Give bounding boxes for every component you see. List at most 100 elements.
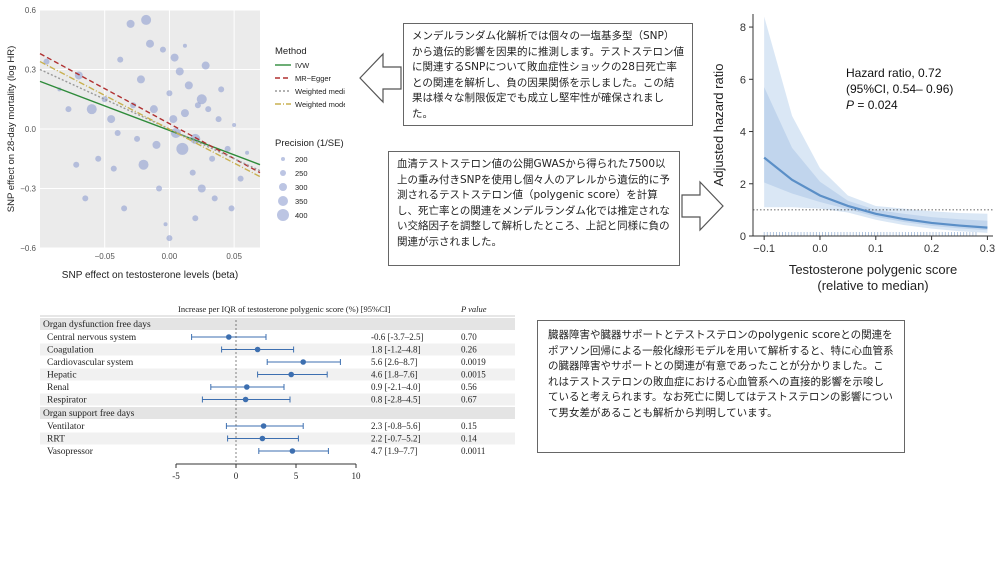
forest-point: [226, 334, 232, 340]
legend-key-circle: [281, 157, 285, 161]
x-tick-label: 0.05: [226, 252, 242, 261]
snp-point: [245, 150, 250, 155]
legend-precision-label: 300: [295, 183, 308, 192]
callout-organ-explanation: 臓器障害や臓器サポートとテストステロンのpolygenic scoreとの関連を…: [537, 320, 905, 453]
snp-point: [43, 58, 50, 65]
forest-row-label: Renal: [47, 383, 70, 393]
forest-x-tick-label: -5: [172, 471, 180, 481]
snp-point: [209, 155, 216, 162]
forest-point: [289, 448, 296, 454]
x-axis-label-line1: Testosterone polygenic score: [789, 262, 957, 277]
snp-point: [166, 235, 173, 242]
snp-point: [218, 86, 225, 93]
snp-point: [65, 106, 72, 113]
snp-point: [175, 67, 184, 76]
snp-point: [121, 205, 128, 212]
forest-estimate: 5.6 [2.6–8.7]: [371, 357, 418, 367]
confidence-band: [764, 16, 988, 233]
forest-p-value: 0.0015: [461, 370, 486, 380]
x-tick-label: 0.00: [162, 252, 178, 261]
snp-point: [149, 105, 158, 114]
arrow-left-icon: [359, 52, 402, 104]
snp-point: [136, 75, 145, 84]
snp-point: [82, 195, 89, 202]
hr-spline-chart: 0 2 4 6 8 −0.1 0.0 0.1 0.2 0.3 Hazard ratio, 0.72…: [711, 14, 995, 293]
snp-point: [73, 161, 80, 168]
forest-p-value: 0.56: [461, 382, 477, 392]
forest-p-value: 0.14: [461, 434, 477, 444]
mr-line-weighted-mode: [39, 60, 261, 178]
forest-p-value: 0.70: [461, 332, 477, 342]
forest-header-p: P value: [460, 304, 487, 314]
mr-line-weighted-median: [39, 68, 261, 172]
forest-p-value: 0.0011: [461, 446, 485, 456]
snp-point: [110, 165, 117, 172]
forest-p-value: 0.15: [461, 421, 477, 431]
forest-point: [242, 396, 249, 403]
snp-point: [166, 90, 173, 97]
forest-estimate: 2.2 [-0.7–5.2]: [371, 434, 421, 444]
forest-x-tick-label: 10: [352, 471, 362, 481]
forest-row-label: Respirator: [47, 396, 87, 406]
y-tick-label: 0.6: [25, 6, 37, 15]
forest-point: [259, 435, 266, 442]
legend-precision-label: 250: [295, 169, 308, 178]
forest-section-title: Organ dysfunction free days: [43, 319, 151, 330]
forest-estimate: 4.6 [1.8–7.6]: [371, 370, 418, 380]
snp-point: [159, 46, 166, 53]
snp-point: [228, 205, 235, 212]
legend-method-title: Method: [275, 46, 307, 57]
forest-estimate: 2.3 [-0.8–5.6]: [371, 421, 421, 431]
mr-line-ivw: [39, 80, 261, 166]
callout-polygenic-text: 血清テストステロン値の公開GWASから得られた7500以上の重み付きSNPを使用…: [397, 158, 670, 248]
snp-point: [224, 145, 231, 152]
y-tick-label: 2: [740, 179, 746, 191]
forest-p-value: 0.0019: [461, 357, 486, 367]
legend-method-label: MR−Egger: [295, 74, 332, 83]
forest-section-title: Organ support free days: [43, 408, 135, 419]
y-tick-label: 0: [740, 231, 746, 243]
forest-x-tick-label: 5: [294, 471, 299, 481]
legend-key-circle: [279, 183, 287, 191]
legend-precision-label: 350: [295, 197, 308, 206]
x-axis-label: SNP effect on testosterone levels (beta): [62, 270, 238, 281]
forest-row-label: Coagulation: [47, 346, 94, 356]
forest-row-label: Central nervous system: [47, 333, 137, 343]
snp-point: [169, 115, 178, 124]
y-axis-label: Adjusted hazard ratio: [711, 64, 726, 187]
forest-row-label: Ventilator: [47, 422, 85, 432]
x-tick-label: 0.1: [868, 243, 883, 255]
x-tick-label: 0.2: [924, 243, 939, 255]
snp-point: [197, 184, 206, 193]
mr-scatter-panel: 0.6 0.3 0.0 −0.3 −0.6 −0.05 0.00 0.05 SNP effec…: [0, 0, 353, 290]
y-tick-label: 0.3: [25, 66, 37, 75]
forest-chart: Increase per IQR of testosterone polygen…: [40, 304, 515, 481]
forest-estimate: 0.9 [-2.1–4.0]: [371, 382, 421, 392]
forest-section-bg: [40, 407, 515, 419]
hr-annotation-line2: (95%CI, 0.54– 0.96): [846, 82, 953, 96]
snp-point: [205, 106, 212, 113]
hr-annotation-line1: Hazard ratio, 0.72: [846, 66, 942, 80]
snp-point: [182, 43, 187, 48]
legend-key-circle: [278, 196, 288, 206]
forest-point: [244, 384, 250, 390]
forest-plot-panel: Increase per IQR of testosterone polygen…: [35, 298, 525, 493]
y-tick-label: 0.0: [25, 125, 37, 134]
forest-point: [288, 371, 294, 378]
snp-point: [141, 14, 152, 25]
forest-p-value: 0.67: [461, 395, 477, 405]
legend-precision-title: Precision (1/SE): [275, 138, 344, 149]
forest-x-tick-label: 0: [234, 471, 239, 481]
mr-line-mr-egger: [39, 53, 261, 174]
legend-method-label: Weighted median: [295, 87, 345, 96]
y-axis-label: SNP effect on 28-day mortality (log HR): [6, 46, 17, 213]
snp-point: [134, 135, 141, 142]
snp-point: [180, 109, 189, 118]
snp-point: [232, 123, 237, 128]
snp-point: [211, 195, 218, 202]
snp-point: [86, 104, 97, 115]
callout-mr-explanation: メンデルランダム化解析では個々の一塩基多型（SNP）から遺伝的影響を因果的に推測…: [403, 23, 693, 126]
y-tick-label: 6: [740, 74, 746, 86]
snp-point: [184, 81, 193, 90]
forest-section-bg: [40, 318, 515, 330]
